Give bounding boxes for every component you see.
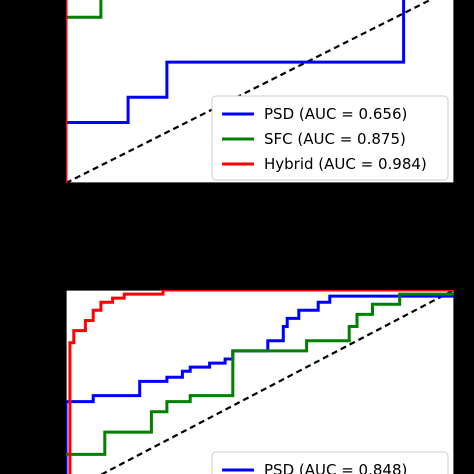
roc-curve-1 <box>66 0 406 124</box>
plot-area <box>65 289 455 474</box>
legend: PSD (AUC = 0.848) <box>211 451 449 474</box>
legend-label: PSD (AUC = 0.656) <box>264 105 407 123</box>
roc-panel-1: PSD (AUC = 0.656) SFC (AUC = 0.875) Hybrid… <box>65 0 455 184</box>
legend: PSD (AUC = 0.656) SFC (AUC = 0.875) Hybrid… <box>211 95 449 181</box>
legend-box <box>211 95 449 181</box>
legend-label: SFC (AUC = 0.875) <box>264 130 406 148</box>
legend-label: PSD (AUC = 0.848) <box>264 461 407 474</box>
roc-panel-2: PSD (AUC = 0.848) <box>65 289 455 474</box>
roc-curve-3 <box>68 290 454 474</box>
plot-lines <box>66 290 454 474</box>
roc-curve-2 <box>66 292 454 456</box>
legend-label: Hybrid (AUC = 0.984) <box>264 155 427 173</box>
plot-lines <box>66 0 433 183</box>
chance-diagonal-line <box>66 0 433 183</box>
roc-curve-2 <box>66 0 103 19</box>
legend-box <box>211 451 449 474</box>
roc-curve-1 <box>66 294 454 474</box>
chance-diagonal-line <box>99 290 454 474</box>
